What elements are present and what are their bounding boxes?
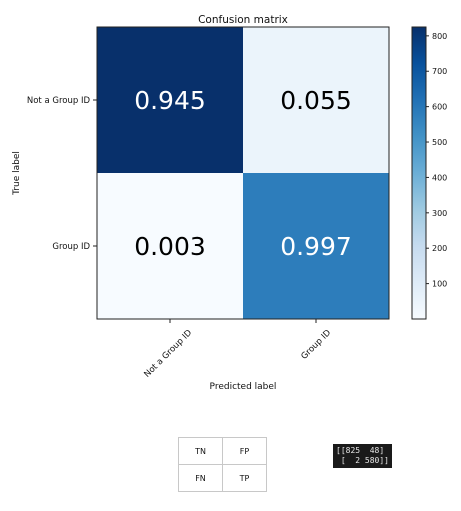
plot-frame [96,26,390,320]
heatmap-cell-tp [243,173,389,319]
legend-cell-fp: FP [222,437,267,465]
cell-value-fn: 0.003 [134,232,206,261]
colorbar-tick-label-400: 400 [432,173,447,182]
colorbar-tick-label-100: 100 [432,280,447,289]
x-tick-label-0: Not a Group ID [142,328,194,380]
colorbar-tick-label-600: 600 [432,103,447,112]
colorbar-tick-label-200: 200 [432,244,447,253]
x-tick-label-1: Group ID [299,328,333,362]
heatmap-cell-fp [243,27,389,173]
y-tick-label-1: Group ID [52,242,90,252]
chart-title: Confusion matrix [198,14,288,26]
y-axis-label: True label [12,151,22,196]
x-axis-label: Predicted label [210,382,277,392]
legend-cell-fn: FN [178,464,223,492]
cell-value-fp: 0.055 [280,86,352,115]
colorbar-tick-label-700: 700 [432,67,447,76]
colorbar-tick-label-300: 300 [432,209,447,218]
cell-value-tn: 0.945 [134,86,206,115]
confusion-matrix-chart: Confusion matrix 0.945 0.055 0.003 0.997 No… [12,14,447,392]
legend-cell-tn: TN [178,437,223,465]
colorbar-tick-label-500: 500 [432,138,447,147]
heatmap-cell-tn [97,27,243,173]
y-tick-label-0: Not a Group ID [27,96,91,106]
cell-value-tp: 0.997 [280,232,352,261]
confusion-legend-table: TN FP FN TP [178,437,267,492]
colorbar-tick-label-800: 800 [432,32,447,41]
matrix-printout-line-2: [ 2 580]] [336,456,389,465]
colorbar [411,26,427,320]
matrix-printout-line-1: [[825 48] [336,446,385,455]
matrix-printout: [[825 48] [ 2 580]] [333,444,392,468]
legend-cell-tp: TP [222,464,267,492]
heatmap-cell-fn [97,173,243,319]
